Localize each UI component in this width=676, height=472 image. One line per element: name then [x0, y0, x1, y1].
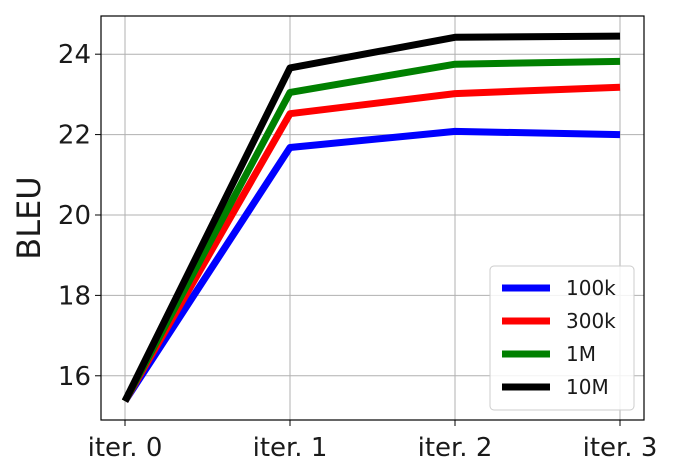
y-tick-label: 16	[58, 362, 91, 392]
legend-label-10m: 10M	[566, 375, 609, 399]
legend-label-1m: 1M	[566, 342, 596, 366]
legend-label-100k: 100k	[566, 276, 616, 300]
legend-box	[489, 265, 635, 411]
series-line-100k	[122, 127, 621, 404]
series-lines	[121, 32, 621, 404]
x-tick-label: iter. 3	[583, 433, 658, 463]
y-axis-label: BLEU	[10, 176, 48, 259]
y-tick-label: 22	[58, 121, 91, 151]
series-line-1m	[121, 57, 621, 403]
y-tick-label: 18	[58, 281, 91, 311]
legend-label-300k: 300k	[566, 309, 616, 333]
y-tick-label: 20	[58, 201, 91, 231]
y-tick-label: 24	[58, 40, 91, 70]
series-line-300k	[121, 83, 621, 403]
x-tick-label: iter. 2	[418, 433, 493, 463]
plot-frame	[100, 15, 645, 421]
x-tick-label: iter. 0	[88, 433, 163, 463]
legend: 100k 300k 1M 10M	[489, 265, 635, 411]
x-tick-label: iter. 1	[253, 433, 328, 463]
series-line-10m	[121, 32, 621, 403]
ticks: iter. 0 iter. 1 iter. 2 iter. 3 16 18 20 22 24	[58, 40, 657, 463]
